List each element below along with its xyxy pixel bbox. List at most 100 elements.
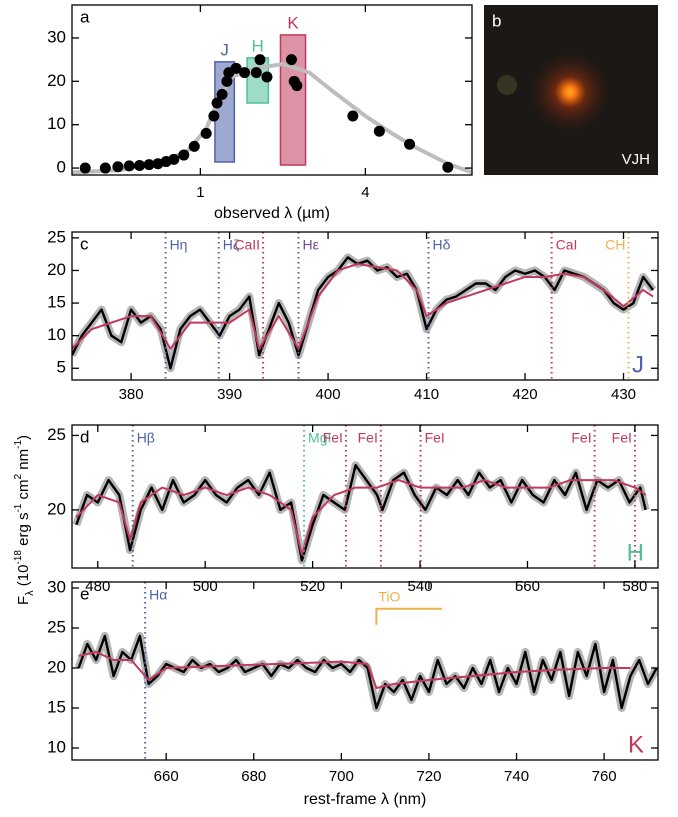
- y-tick-label: 20: [47, 260, 66, 279]
- y-tick-label: 5: [57, 358, 66, 377]
- y-axis-label-part: nm: [15, 449, 32, 474]
- data-point: [221, 75, 233, 87]
- axes-frame: [71, 231, 659, 381]
- y-tick-label: 15: [47, 293, 66, 312]
- panel-label: e: [80, 584, 89, 603]
- band-label: K: [287, 13, 299, 32]
- feature-label: Hδ: [433, 237, 451, 253]
- data-point: [79, 162, 91, 174]
- feature-label: Hε: [303, 237, 319, 253]
- data-point: [188, 140, 200, 152]
- data-point: [134, 159, 146, 171]
- spectrum-error-band: [72, 461, 650, 565]
- x-tick-label: 400: [316, 386, 341, 403]
- bracket: [375, 607, 443, 625]
- data-point: [250, 67, 262, 79]
- plot-area: [72, 461, 650, 565]
- x-tick-label: 390: [217, 386, 242, 403]
- feature-label: FeI: [358, 430, 378, 446]
- x-tick-label: 410: [414, 386, 439, 403]
- y-axis-label-part: cm: [15, 479, 32, 503]
- data-point: [123, 160, 135, 172]
- y-tick-label: 10: [47, 114, 66, 133]
- band-label: H: [252, 36, 264, 55]
- x-tick-label: 520: [300, 578, 325, 595]
- axes-frame: [71, 581, 659, 761]
- y-axis-label-part: (10: [15, 565, 32, 591]
- data-point: [254, 54, 266, 66]
- data-point: [168, 153, 180, 165]
- data-point: [239, 67, 251, 79]
- feature-label: FeI: [612, 430, 632, 446]
- plot-area: [72, 253, 657, 373]
- y-tick-label: 30: [47, 27, 66, 46]
- x-tick-label: 740: [504, 768, 529, 785]
- panel-label: d: [80, 427, 89, 446]
- feature-label: CaII: [234, 237, 260, 253]
- plot-area: [72, 34, 472, 175]
- panel-label: c: [80, 234, 89, 253]
- panel: Hα TiO 660 680 700 720 740 760 10 15 20 25 30 e Krest-…: [47, 577, 659, 808]
- x-tick-label: 680: [241, 768, 266, 785]
- y-tick-label: 25: [47, 227, 66, 246]
- data-point: [285, 54, 297, 66]
- image-filters: VJH: [622, 151, 650, 168]
- feature-label: Hζ: [223, 237, 239, 253]
- data-point: [373, 125, 385, 137]
- feature-label: MgI: [308, 430, 331, 446]
- y-axis-label-part: λ: [24, 590, 36, 596]
- feature-label: CH: [605, 237, 625, 253]
- x-axis-label: observed λ (µm): [214, 205, 330, 222]
- y-tick-label: 10: [47, 737, 66, 756]
- x-tick-label: 430: [611, 386, 636, 403]
- x-tick-label: 560: [515, 578, 540, 595]
- y-tick-label: 25: [47, 617, 66, 636]
- axes-frame: [71, 4, 473, 176]
- y-tick-label: 30: [47, 577, 66, 596]
- x-tick-label: 4: [361, 184, 369, 201]
- x-tick-label: 500: [193, 578, 218, 595]
- data-point: [99, 162, 111, 174]
- image-panel: b VJH: [484, 5, 658, 175]
- feature-label: FeI: [323, 430, 343, 446]
- model-spectrum: [72, 262, 654, 350]
- panel-label: b: [492, 11, 501, 30]
- data-point: [112, 161, 124, 173]
- data-point: [230, 62, 242, 74]
- y-axis-label-part: -1: [13, 440, 24, 449]
- axes-frame: [71, 424, 659, 569]
- y-tick-label: 25: [47, 425, 66, 444]
- y-tick-label: 20: [47, 499, 66, 518]
- panel-label: a: [80, 7, 90, 26]
- y-axis-label-part: -1: [13, 503, 24, 512]
- y-tick-label: 15: [47, 697, 66, 716]
- y-axis-label-part: erg s: [15, 513, 32, 551]
- band-name: H: [627, 539, 644, 566]
- data-point: [404, 138, 416, 150]
- data-point: [291, 80, 303, 92]
- panel: J H K 1 4 0 10 20 30 a observed λ (µm): [47, 4, 473, 222]
- feature-label: Hη: [170, 237, 188, 253]
- y-axis-label-part: ): [15, 435, 32, 440]
- data-point: [200, 127, 212, 139]
- y-axis-label-part: 2: [13, 473, 24, 479]
- y-axis-label-part: -18: [13, 550, 24, 565]
- y-tick-label: 20: [47, 657, 66, 676]
- x-tick-label: 760: [592, 768, 617, 785]
- x-tick-label: 380: [119, 386, 144, 403]
- data-point: [143, 159, 155, 171]
- x-tick-label: 700: [329, 768, 354, 785]
- feature-label: CaI: [556, 237, 578, 253]
- x-tick-label: 1: [196, 184, 204, 201]
- spectrum: [75, 464, 647, 562]
- data-point: [208, 110, 220, 122]
- data-point: [261, 71, 273, 83]
- feature-label: FeI: [571, 430, 591, 446]
- y-axis-label: Fλ (10-18 erg s-1 cm2 nm-1): [13, 435, 36, 605]
- x-axis-label: rest-frame λ (nm): [304, 791, 427, 808]
- model-spectrum: [75, 479, 647, 556]
- band-name: K: [628, 731, 644, 758]
